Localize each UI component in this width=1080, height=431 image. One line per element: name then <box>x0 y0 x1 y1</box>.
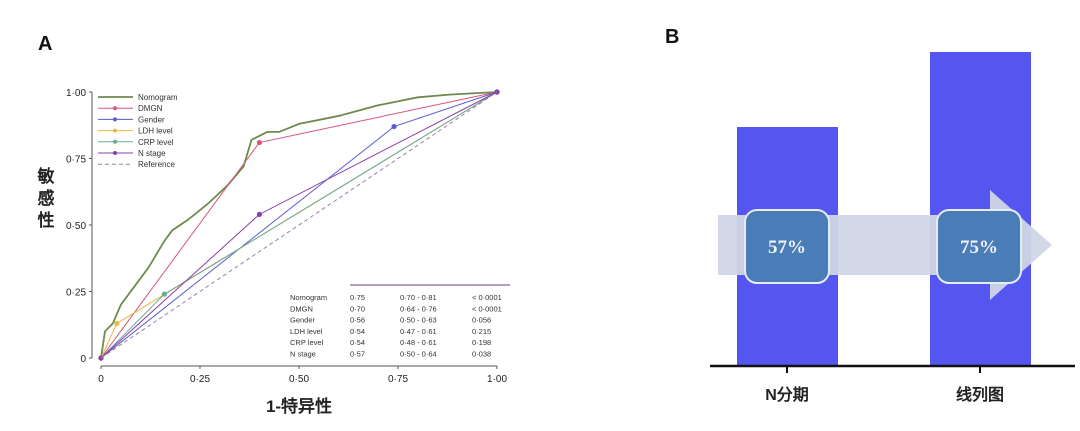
legend-label: Reference <box>138 160 175 169</box>
category-label: N分期 <box>765 385 809 404</box>
y-axis-title-char: 性 <box>38 210 55 230</box>
legend-label: Nomogram <box>138 93 178 102</box>
legend-marker <box>113 151 117 155</box>
panel-a-label: A <box>38 33 52 55</box>
table-cell: < 0·0001 <box>472 304 502 313</box>
table-row-label: N stage <box>290 350 316 359</box>
legend-label: LDH level <box>138 127 173 136</box>
legend-label: N stage <box>138 149 166 158</box>
data-point <box>114 320 120 327</box>
table-row-label: Nomogram <box>290 293 327 302</box>
table-row-label: LDH level <box>290 327 323 336</box>
legend-label: CRP level <box>138 138 174 147</box>
table-cell: 0·54 <box>350 327 365 336</box>
x-tick-label: 0 <box>98 374 104 385</box>
x-tick-label: 0·25 <box>190 374 210 385</box>
x-tick-label: 0·50 <box>289 374 309 385</box>
value-label: 57% <box>768 237 806 258</box>
legend-label: Gender <box>138 115 165 124</box>
table-cell: 0·54 <box>350 338 365 347</box>
value-box <box>936 209 1022 284</box>
table-cell: 0·70 - 0·81 <box>400 293 437 302</box>
legend-marker <box>113 117 117 122</box>
table-cell: 0·57 <box>350 350 365 359</box>
table-cell: 0·056 <box>472 316 491 325</box>
y-axis-title-char: 敏 <box>37 166 55 186</box>
legend-marker <box>113 106 117 111</box>
category-label: 线列图 <box>956 385 1004 404</box>
y-tick-label: 0·75 <box>66 155 86 166</box>
value-label: 75% <box>960 237 998 258</box>
table-cell: 0·75 <box>350 293 365 302</box>
data-point <box>161 291 167 297</box>
x-tick-label: 1·00 <box>487 374 507 385</box>
table-cell: 0·215 <box>472 327 491 336</box>
table-cell: 0·70 <box>350 304 365 313</box>
data-point <box>256 211 262 217</box>
table-cell: < 0·0001 <box>472 293 502 302</box>
table-cell: 0·50 - 0·63 <box>400 316 437 325</box>
table-cell: 0·56 <box>350 316 365 325</box>
table-cell: 0·64 - 0·76 <box>400 304 437 313</box>
table-row-label: CRP level <box>290 338 324 347</box>
table-cell: 0·47 - 0·61 <box>400 327 437 336</box>
series-line-reference <box>100 91 498 359</box>
table-cell: 0·48 - 0·61 <box>400 338 437 347</box>
legend-marker <box>113 128 117 133</box>
legend-label: DMGN <box>138 104 163 113</box>
table-cell: 0·198 <box>472 338 491 347</box>
x-axis-title: 1-特异性 <box>266 396 332 416</box>
data-point <box>256 139 262 146</box>
bar-2 <box>930 52 1031 365</box>
y-tick-label: 0·50 <box>66 221 86 232</box>
panel-b-label: B <box>665 26 679 48</box>
table-cell: 0·038 <box>472 350 491 359</box>
y-tick-label: 1·00 <box>66 88 86 99</box>
data-point <box>391 123 397 130</box>
value-box <box>744 209 830 284</box>
table-row-label: Gender <box>290 316 316 325</box>
y-axis-title-char: 感 <box>38 188 55 208</box>
legend-marker <box>113 139 117 144</box>
y-tick-label: 0·25 <box>66 288 86 299</box>
x-tick-label: 0·75 <box>388 374 408 385</box>
y-tick-label: 0 <box>80 354 86 365</box>
table-row-label: DMGN <box>290 304 313 313</box>
table-cell: 0·50 - 0·64 <box>400 350 437 359</box>
